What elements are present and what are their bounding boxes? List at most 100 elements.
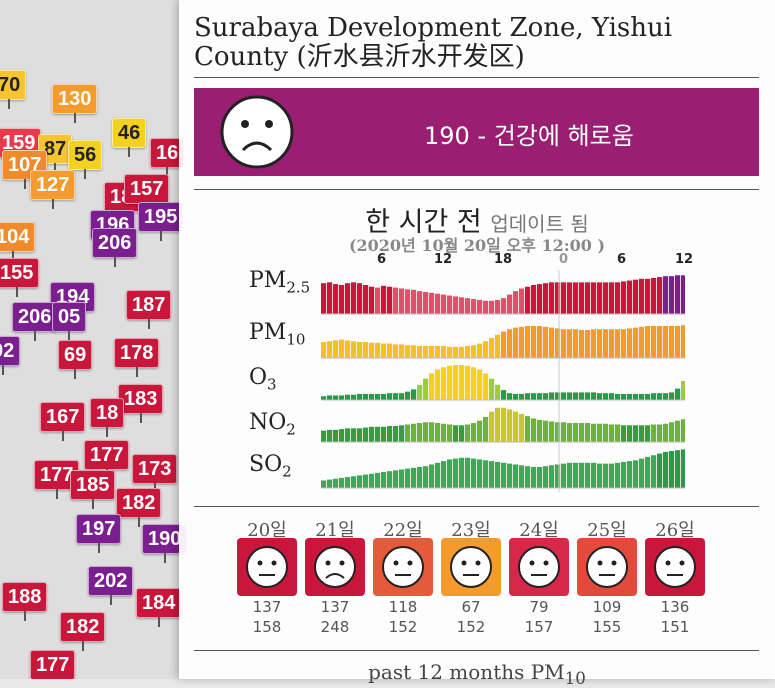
chart-bar — [525, 326, 531, 358]
map-aqi-marker[interactable]: 177 — [34, 460, 80, 499]
chart-bar — [537, 284, 543, 314]
pollutant-history-chart[interactable] — [321, 270, 685, 492]
chart-bar — [627, 393, 633, 400]
pollutant-label-o3: O3 — [249, 365, 277, 394]
chart-bar — [435, 293, 441, 314]
forecast-day-box[interactable] — [509, 538, 569, 596]
chart-bar — [369, 393, 375, 400]
chart-bar — [507, 294, 513, 314]
chart-bar — [573, 423, 579, 442]
chart-bar — [429, 422, 435, 442]
chart-bar — [327, 282, 333, 314]
map-aqi-marker[interactable]: 155 — [0, 258, 40, 297]
forecast-day-box[interactable] — [577, 538, 637, 596]
chart-bar — [417, 467, 423, 488]
map-aqi-marker[interactable]: 182 — [116, 488, 162, 527]
chart-bar — [621, 329, 627, 358]
forecast-max: 157 — [524, 618, 554, 636]
map-aqi-marker[interactable]: 157 — [124, 174, 170, 213]
chart-bar — [555, 464, 561, 488]
map-aqi-marker[interactable]: 16 — [150, 138, 185, 177]
map-aqi-marker[interactable]: 130 — [52, 84, 98, 123]
map-aqi-marker[interactable]: 185 — [70, 470, 116, 509]
map-aqi-marker[interactable]: 178 — [114, 338, 160, 377]
chart-bar — [609, 424, 615, 442]
chart-bar — [513, 291, 519, 314]
chart-bar — [345, 428, 351, 442]
chart-bar — [681, 419, 685, 442]
map-aqi-marker[interactable]: 177 — [84, 440, 130, 479]
chart-bar — [585, 462, 591, 488]
chart-bar — [477, 299, 483, 314]
map-aqi-marker[interactable]: 167 — [40, 402, 86, 441]
chart-bar — [393, 344, 399, 358]
chart-bar — [369, 473, 375, 488]
map-aqi-marker[interactable]: 70 — [0, 70, 27, 109]
map-aqi-marker[interactable]: 206 — [12, 302, 58, 341]
chart-bar — [357, 428, 363, 442]
chart-bar — [459, 457, 465, 488]
forecast-day-box[interactable] — [441, 538, 501, 596]
chart-bar — [579, 392, 585, 400]
map-aqi-marker[interactable]: 46 — [112, 118, 147, 157]
chart-bar — [507, 329, 513, 358]
series-so2 — [321, 449, 685, 488]
chart-bar — [357, 393, 363, 400]
map-aqi-marker[interactable]: 182 — [60, 612, 106, 651]
chart-bar — [489, 411, 495, 442]
chart-bar — [405, 391, 411, 400]
map-aqi-marker[interactable]: 104 — [0, 222, 36, 261]
map-aqi-marker[interactable]: 197 — [76, 514, 122, 553]
chart-bar — [549, 392, 555, 400]
map-aqi-marker[interactable]: 173 — [132, 454, 178, 493]
map-aqi-marker[interactable]: 69 — [58, 340, 93, 379]
chart-bar — [555, 422, 561, 442]
chart-bar — [537, 393, 543, 400]
map-aqi-marker[interactable]: 202 — [88, 566, 134, 605]
chart-bar — [573, 462, 579, 488]
forecast-day-box[interactable] — [237, 538, 297, 596]
chart-bar — [495, 334, 501, 358]
chart-bar — [477, 343, 483, 358]
map-aqi-marker[interactable]: 177 — [30, 650, 76, 679]
chart-bar — [627, 328, 633, 358]
forecast-day-box[interactable] — [645, 538, 705, 596]
forecast-day-box[interactable] — [373, 538, 433, 596]
chart-bar — [597, 463, 603, 488]
map-aqi-marker[interactable]: 127 — [30, 170, 76, 209]
chart-bar — [549, 282, 555, 314]
chart-bar — [321, 430, 327, 442]
chart-bar — [321, 480, 327, 488]
chart-bar — [645, 326, 651, 358]
chart-bar — [549, 465, 555, 488]
map-aqi-marker[interactable]: 18 — [90, 398, 125, 437]
neutral-face-icon — [450, 546, 492, 588]
forecast-day-box[interactable] — [305, 538, 365, 596]
map-aqi-marker[interactable]: 206 — [92, 228, 138, 267]
chart-bar — [663, 326, 669, 358]
chart-bar — [387, 343, 393, 358]
map-aqi-marker[interactable]: 187 — [126, 290, 172, 329]
map-aqi-marker[interactable]: 183 — [118, 384, 164, 423]
map-aqi-marker[interactable]: 05 — [52, 302, 87, 341]
chart-bar — [657, 393, 663, 400]
chart-bar — [585, 392, 591, 400]
chart-bar — [591, 462, 597, 488]
chart-bar — [381, 426, 387, 442]
chart-bar — [459, 346, 465, 358]
neutral-face-icon — [246, 546, 288, 588]
chart-bar — [519, 393, 525, 400]
chart-bar — [597, 423, 603, 442]
chart-bar — [627, 425, 633, 442]
chart-bar — [621, 461, 627, 488]
map-aqi-marker[interactable]: 188 — [2, 582, 48, 621]
map-aqi-marker[interactable]: 02 — [0, 336, 21, 375]
aqi-banner: 190 - 건강에 해로움 — [194, 88, 759, 176]
chart-bar — [369, 286, 375, 314]
map-aqi-marker[interactable]: 184 — [136, 588, 182, 627]
map-aqi-marker[interactable]: 195 — [138, 202, 184, 241]
chart-bar — [645, 278, 651, 314]
chart-bar — [525, 416, 531, 442]
map-aqi-marker[interactable]: 56 — [68, 140, 103, 179]
chart-bar — [399, 393, 405, 400]
